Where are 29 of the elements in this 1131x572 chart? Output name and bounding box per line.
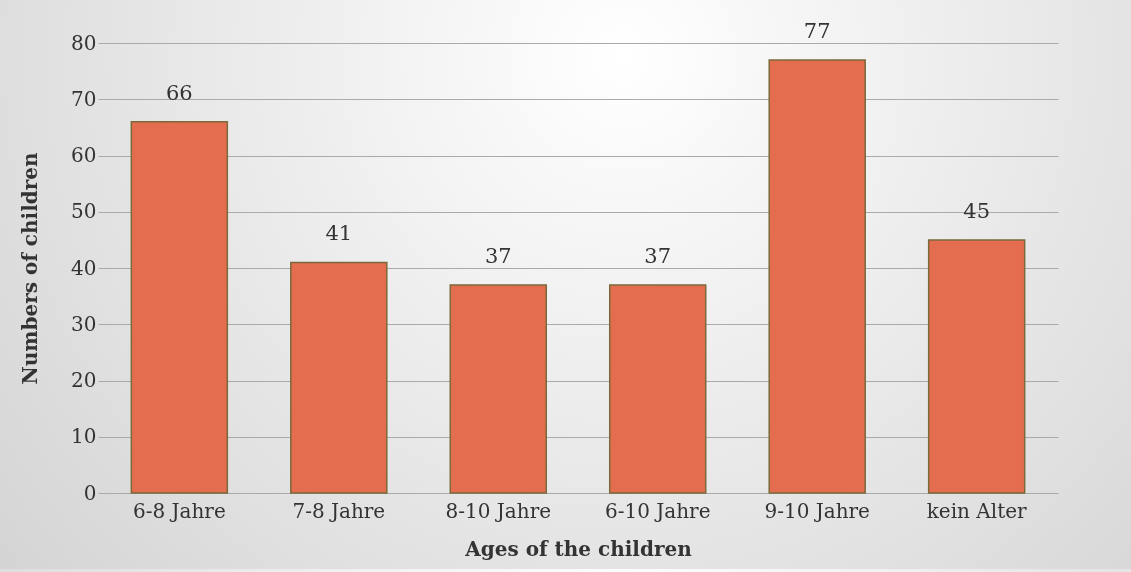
- x-axis-title: Ages of the children: [464, 536, 693, 561]
- x-tick-label: 6-8 Jahre: [132, 498, 226, 523]
- y-tick-label: 0: [83, 480, 97, 505]
- y-tick-label: 40: [71, 255, 97, 280]
- bar: [449, 284, 548, 494]
- bar: [608, 284, 707, 494]
- y-tick-label: 20: [71, 368, 97, 392]
- x-tick-label: 7-8 Jahre: [292, 498, 386, 523]
- data-label: 37: [644, 243, 672, 268]
- x-tick-label: 6-10 Jahre: [604, 498, 711, 523]
- bar: [290, 261, 388, 494]
- data-label: 66: [165, 80, 193, 105]
- y-tick-label: 50: [71, 199, 97, 224]
- y-tick-label: 10: [71, 424, 97, 449]
- y-tick-label: 60: [71, 143, 97, 167]
- y-tick-label: 30: [71, 311, 97, 336]
- y-axis-title: Numbers of children: [18, 152, 43, 385]
- data-label: 77: [803, 18, 831, 43]
- x-tick-label: 8-10 Jahre: [445, 498, 552, 523]
- data-label: 41: [325, 221, 353, 246]
- y-tick-label: 70: [71, 86, 97, 111]
- y-tick-label: 80: [71, 30, 97, 55]
- x-tick-label: 9-10 Jahre: [764, 498, 870, 523]
- x-tick-label: kein Alter: [926, 498, 1028, 523]
- bar: [130, 121, 229, 494]
- bar: [927, 239, 1026, 494]
- data-label: 45: [963, 198, 991, 223]
- data-label: 37: [484, 243, 512, 268]
- bar: [768, 59, 866, 494]
